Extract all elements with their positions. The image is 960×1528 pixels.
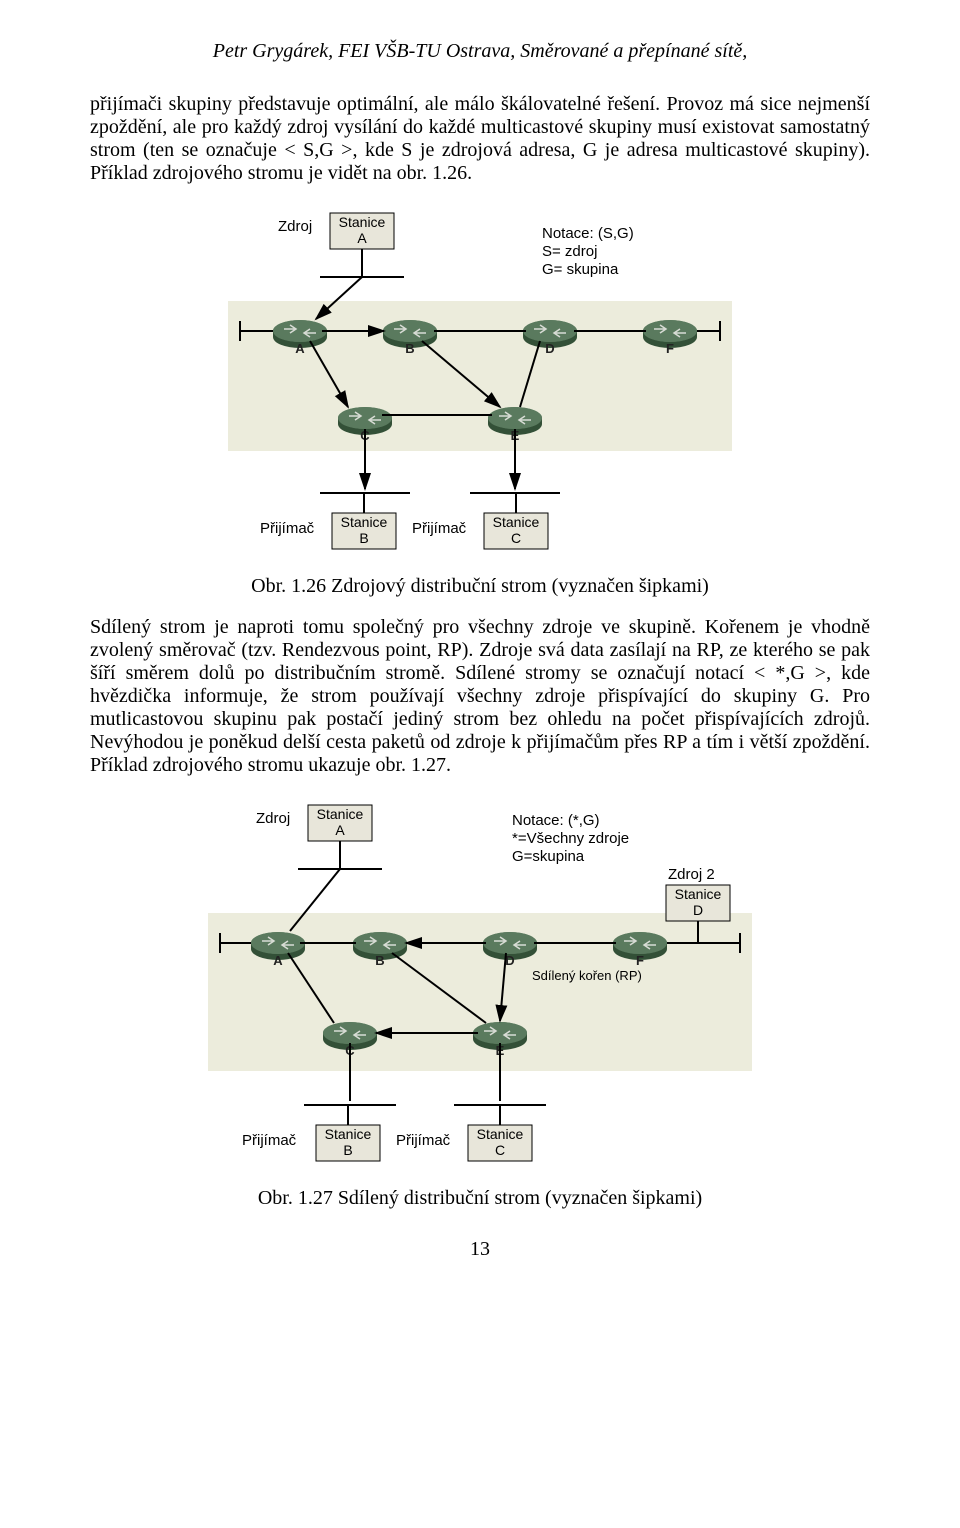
- fig2-notation-2: *=Všechny zdroje: [512, 830, 629, 847]
- station-a-label-1: Stanice: [339, 214, 386, 230]
- fig2-router-b-label: B: [375, 953, 384, 968]
- fig2-station-c-l2: C: [495, 1142, 505, 1158]
- fig2-station-d-l1: Stanice: [675, 886, 722, 902]
- fig2-router-a-label: A: [273, 953, 283, 968]
- station-c-lab2: C: [511, 530, 521, 546]
- fig2-station-b-l1: Stanice: [325, 1126, 372, 1142]
- station-c-lab1: Stanice: [493, 514, 540, 530]
- fig2-station-c-l1: Stanice: [477, 1126, 524, 1142]
- fig2-station-b-l2: B: [343, 1142, 352, 1158]
- router-f-label: F: [666, 341, 674, 356]
- fig2-station-d-l2: D: [693, 902, 703, 918]
- fig2-router-f-label: F: [636, 953, 644, 968]
- fig1-notation-3: G= skupina: [542, 261, 619, 278]
- router-a-label: A: [295, 341, 305, 356]
- fig2-rp-label: Sdílený kořen (RP): [532, 968, 642, 983]
- figure-1-27-caption: Obr. 1.27 Sdílený distribuční strom (vyz…: [90, 1187, 870, 1210]
- router-b-label: B: [405, 341, 414, 356]
- fig2-zdroj2-label: Zdroj 2: [668, 866, 715, 883]
- paragraph-2: Sdílený strom je naproti tomu společný p…: [90, 616, 870, 777]
- station-b-lab1: Stanice: [341, 514, 388, 530]
- fig2-prijimac-b-label: Přijímač: [242, 1132, 297, 1149]
- fig1-prijimac-b-label: Přijímač: [260, 520, 315, 537]
- fig2-station-a-l1: Stanice: [317, 806, 364, 822]
- station-a-label-2: A: [357, 230, 367, 246]
- figure-1-26: Notace: (S,G) S= zdroj G= skupina Zdroj …: [90, 193, 870, 563]
- figure-1-26-caption: Obr. 1.26 Zdrojový distribuční strom (vy…: [90, 575, 870, 598]
- figure-1-27: Notace: (*,G) *=Všechny zdroje G=skupina…: [90, 785, 870, 1175]
- fig2-prijimac-c-label: Přijímač: [396, 1132, 451, 1149]
- fig1-notation-2: S= zdroj: [542, 243, 597, 260]
- page-number: 13: [90, 1238, 870, 1261]
- fig2-zdroj-label: Zdroj: [256, 810, 290, 827]
- fig2-notation-3: G=skupina: [512, 848, 585, 865]
- router-d-label: D: [545, 341, 554, 356]
- fig2-notation-1: Notace: (*,G): [512, 812, 600, 829]
- station-b-lab2: B: [359, 530, 368, 546]
- fig1-notation-1: Notace: (S,G): [542, 225, 634, 242]
- paragraph-1: přijímači skupiny představuje optimální,…: [90, 93, 870, 185]
- fig1-zdroj-label: Zdroj: [278, 218, 312, 235]
- fig2-station-a-l2: A: [335, 822, 345, 838]
- page-header: Petr Grygárek, FEI VŠB-TU Ostrava, Směro…: [90, 40, 870, 63]
- fig1-prijimac-c-label: Přijímač: [412, 520, 467, 537]
